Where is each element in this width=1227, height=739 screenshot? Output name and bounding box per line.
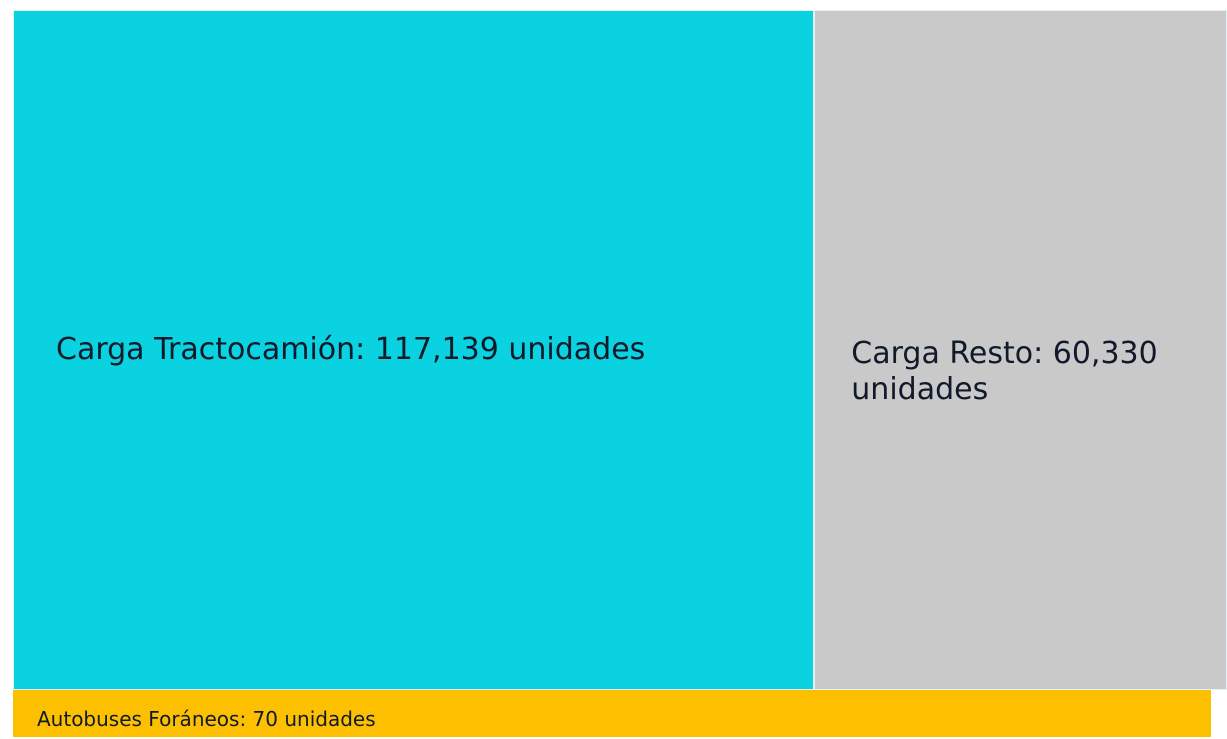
treemap-cell: Carga Tractocamión: 117,139 unidades (13, 10, 815, 690)
treemap-cell: Autobuses Foráneos: 70 unidades (13, 690, 1211, 737)
cell-label: Carga Tractocamión: 117,139 unidades (56, 332, 646, 367)
treemap-cell: Carga Resto: 60,330 unidades (814, 10, 1227, 690)
cell-label: Carga Resto: 60,330 unidades (851, 336, 1158, 407)
cell-label: Autobuses Foráneos: 70 unidades (37, 707, 376, 731)
